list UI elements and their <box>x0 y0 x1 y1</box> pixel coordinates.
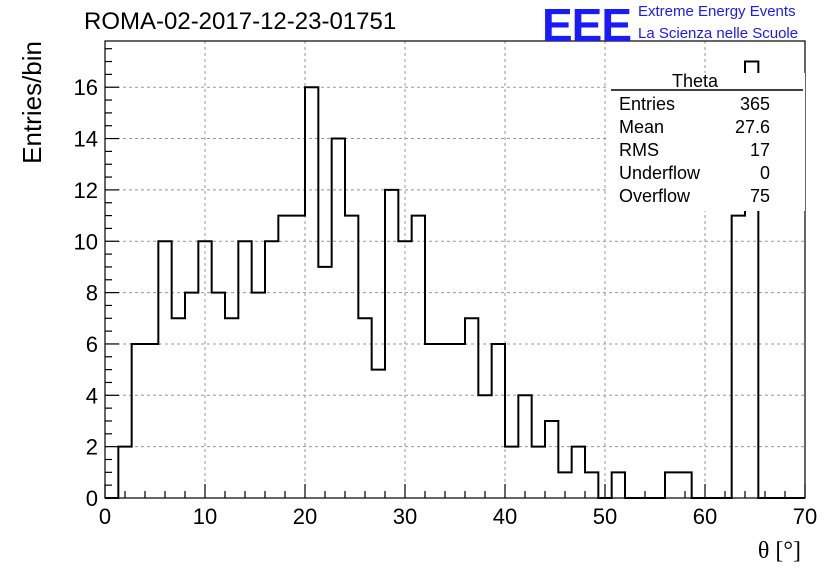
stats-label: Underflow <box>619 163 701 183</box>
y-tick-label: 0 <box>86 486 98 511</box>
x-axis-label: θ [°] <box>758 538 801 564</box>
x-tick-label: 40 <box>493 504 517 529</box>
run-title: ROMA-02-2017-12-23-01751 <box>84 8 397 35</box>
y-axis-label: Entries/bin <box>17 41 47 164</box>
stats-value: 365 <box>740 94 770 114</box>
stats-label: Mean <box>619 117 664 137</box>
project-line-2: La Scienza nelle Scuole <box>638 25 799 42</box>
stats-label: Entries <box>619 94 675 114</box>
y-tick-label: 4 <box>86 383 98 408</box>
x-tick-label: 10 <box>193 504 217 529</box>
y-tick-label: 14 <box>74 127 98 152</box>
stats-value: 27.6 <box>735 117 770 137</box>
stats-label: Overflow <box>619 186 691 206</box>
stats-value: 17 <box>750 140 770 160</box>
stats-title: Theta <box>672 71 719 91</box>
x-tick-label: 20 <box>293 504 317 529</box>
stats-value: 0 <box>760 163 770 183</box>
eee-logo: EEE <box>542 0 632 51</box>
histogram-series <box>105 60 805 499</box>
x-tick-label: 30 <box>393 504 417 529</box>
x-tick-label: 60 <box>693 504 717 529</box>
y-tick-label: 12 <box>74 178 98 203</box>
stats-value: 75 <box>750 186 770 206</box>
x-tick-label: 50 <box>593 504 617 529</box>
y-tick-label: 16 <box>74 75 98 100</box>
stats-box <box>609 73 805 211</box>
y-tick-label: 10 <box>74 229 98 254</box>
y-tick-label: 6 <box>86 332 98 357</box>
y-tick-label: 2 <box>86 435 98 460</box>
stats-label: RMS <box>619 140 659 160</box>
plot-frame <box>104 40 806 499</box>
project-line-1: Extreme Energy Events <box>638 3 796 20</box>
y-tick-label: 8 <box>86 281 98 306</box>
x-tick-label: 0 <box>99 504 111 529</box>
x-tick-label: 70 <box>793 504 817 529</box>
